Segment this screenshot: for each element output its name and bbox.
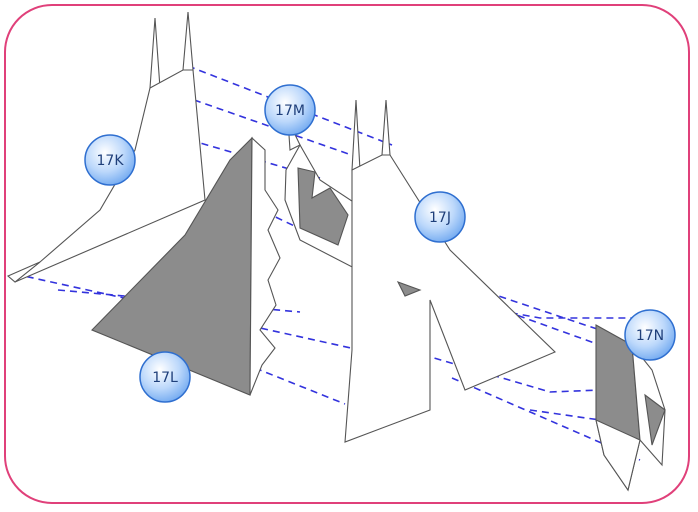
alignment-lines bbox=[14, 65, 645, 461]
label-17l: 17L bbox=[152, 370, 178, 386]
part-17l-shape bbox=[91, 136, 281, 396]
badge-17l: 17L bbox=[139, 351, 191, 403]
badge-17n: 17N bbox=[624, 309, 676, 361]
label-17k: 17K bbox=[97, 153, 125, 169]
badge-17m: 17M bbox=[264, 84, 316, 136]
label-17n: 17N bbox=[636, 328, 664, 344]
label-17m: 17M bbox=[275, 103, 305, 119]
part-17m-shape bbox=[284, 119, 359, 271]
part-17j-shape bbox=[344, 99, 556, 443]
part-17k-outline bbox=[6, 11, 206, 283]
badge-17k: 17K bbox=[84, 134, 136, 186]
label-17j: 17J bbox=[429, 210, 451, 226]
badge-17j: 17J bbox=[414, 191, 466, 243]
part-17n-shape bbox=[595, 324, 666, 492]
